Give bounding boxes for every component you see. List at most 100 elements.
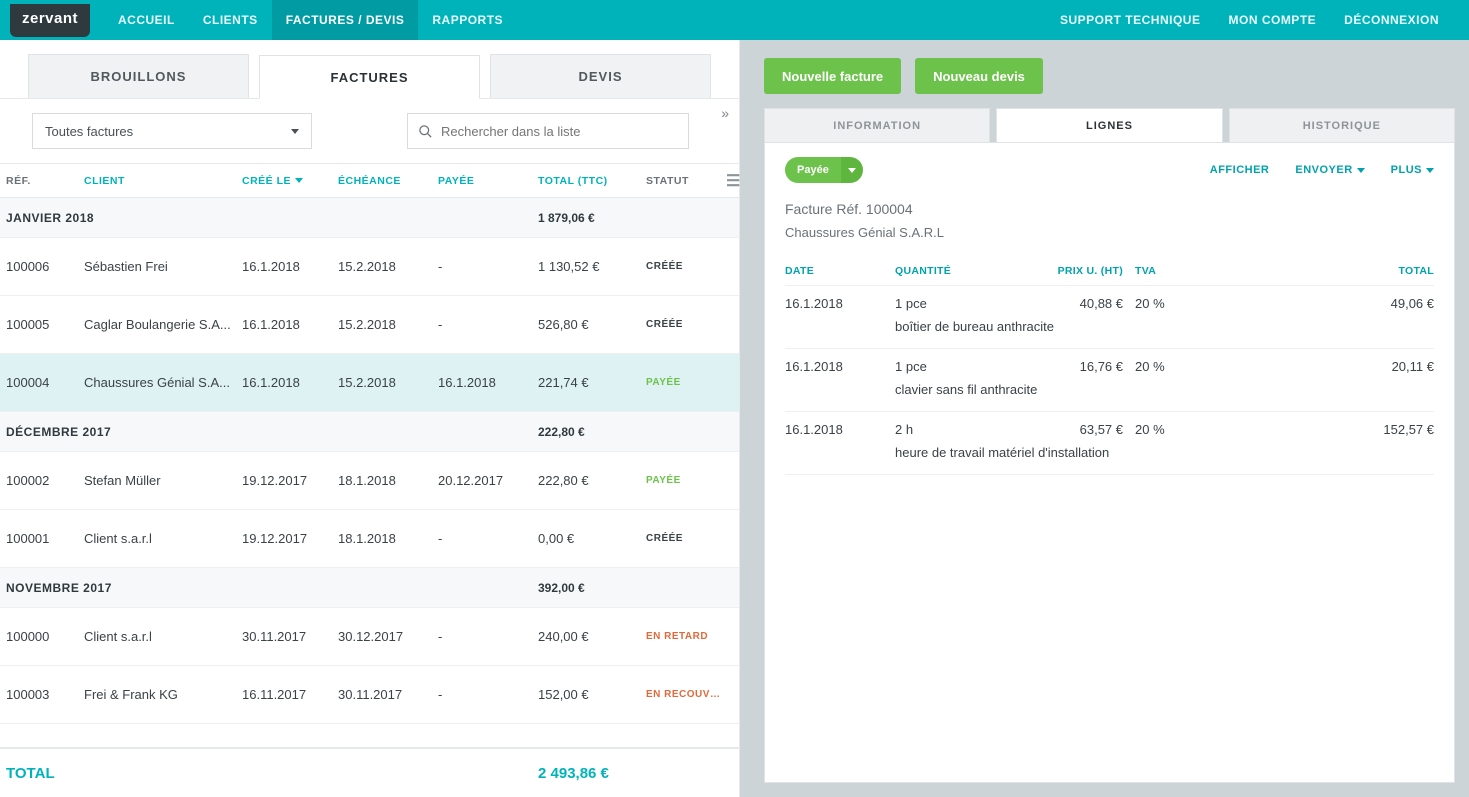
cell-created: 16.1.2018: [242, 259, 338, 274]
cell-ref: 100000: [6, 629, 84, 644]
col-statut[interactable]: STATUT: [646, 175, 726, 187]
plus-action[interactable]: PLUS: [1391, 164, 1434, 176]
line-body: 16.1.20181 pce40,88 €20 %49,06 €boîtier …: [785, 286, 1434, 475]
cell-ref: 100004: [6, 375, 84, 390]
invoice-row[interactable]: 100003Frei & Frank KG16.11.201730.11.201…: [0, 666, 739, 724]
status-badge-dropdown[interactable]: [841, 157, 863, 183]
cell-client: Client s.a.r.l: [84, 629, 242, 644]
footer-total-value: 2 493,86 €: [538, 765, 646, 782]
cell-ref: 100002: [6, 473, 84, 488]
filter-select[interactable]: Toutes factures: [32, 113, 312, 149]
nav-mon-compte[interactable]: MON COMPTE: [1214, 0, 1330, 40]
brand-logo: zervant: [10, 4, 90, 37]
cell-total: 1 130,52 €: [538, 259, 646, 274]
filter-bar: Toutes factures »: [0, 99, 739, 164]
chevron-down-icon: [291, 129, 299, 134]
nav-accueil[interactable]: ACCUEIL: [104, 0, 189, 40]
group-row: DÉCEMBRE 2017222,80 €: [0, 412, 739, 452]
cell-due: 30.12.2017: [338, 629, 438, 644]
cell-paid: -: [438, 629, 538, 644]
line-date: 16.1.2018: [785, 422, 895, 437]
nav-support[interactable]: SUPPORT TECHNIQUE: [1046, 0, 1215, 40]
line-row: 16.1.20181 pce40,88 €20 %49,06 €boîtier …: [785, 286, 1434, 349]
cell-ref: 100003: [6, 687, 84, 702]
cell-ref: 100006: [6, 259, 84, 274]
line-col-prix: PRIX U. (HT): [1015, 265, 1135, 277]
envoyer-action[interactable]: ENVOYER: [1295, 164, 1364, 176]
invoice-row[interactable]: 100006Sébastien Frei16.1.201815.2.2018-1…: [0, 238, 739, 296]
tab-factures[interactable]: FACTURES: [259, 55, 480, 99]
action-buttons: Nouvelle facture Nouveau devis: [764, 58, 1455, 94]
col-ref[interactable]: RÉF.: [6, 175, 84, 187]
nouveau-devis-button[interactable]: Nouveau devis: [915, 58, 1043, 94]
line-unit: 16,76 €: [1015, 359, 1135, 374]
invoice-row[interactable]: 100004Chaussures Génial S.A...16.1.20181…: [0, 354, 739, 412]
cell-total: 240,00 €: [538, 629, 646, 644]
nav-factures-devis[interactable]: FACTURES / DEVIS: [272, 0, 419, 40]
cell-paid: 16.1.2018: [438, 375, 538, 390]
group-label: NOVEMBRE 2017: [6, 581, 438, 595]
cell-paid: 20.12.2017: [438, 473, 538, 488]
cell-paid: -: [438, 259, 538, 274]
line-col-tva: TVA: [1135, 265, 1215, 277]
invoice-row[interactable]: 100005Caglar Boulangerie S.A...16.1.2018…: [0, 296, 739, 354]
detail-tab-lignes[interactable]: LIGNES: [996, 108, 1222, 142]
tab-devis[interactable]: DEVIS: [490, 54, 711, 98]
nav-clients[interactable]: CLIENTS: [189, 0, 272, 40]
cell-status: CRÉÉE: [646, 533, 726, 544]
col-client[interactable]: CLIENT: [84, 175, 242, 187]
cell-status: EN RECOUVRE...: [646, 689, 726, 700]
invoice-row[interactable]: 100002Stefan Müller19.12.201718.1.201820…: [0, 452, 739, 510]
status-badge-payee: Payée: [785, 157, 863, 183]
line-desc: clavier sans fil anthracite: [895, 382, 1434, 397]
group-label: JANVIER 2018: [6, 211, 438, 225]
col-echeance[interactable]: ÉCHÉANCE: [338, 175, 438, 187]
search-box[interactable]: [407, 113, 689, 149]
line-col-total: TOTAL: [1215, 265, 1434, 277]
line-qty: 1 pce: [895, 296, 1015, 311]
afficher-action[interactable]: AFFICHER: [1210, 164, 1270, 176]
cell-status: CRÉÉE: [646, 319, 726, 330]
line-date: 16.1.2018: [785, 296, 895, 311]
invoice-title: Facture Réf. 100004: [785, 201, 1434, 217]
cell-client: Stefan Müller: [84, 473, 242, 488]
line-tva: 20 %: [1135, 296, 1215, 311]
cell-created: 30.11.2017: [242, 629, 338, 644]
line-desc: heure de travail matériel d'installation: [895, 445, 1434, 460]
detail-tab-information[interactable]: INFORMATION: [764, 108, 990, 142]
cell-due: 18.1.2018: [338, 531, 438, 546]
invoice-row[interactable]: 100001Client s.a.r.l19.12.201718.1.2018-…: [0, 510, 739, 568]
cell-status: PAYÉE: [646, 377, 726, 388]
cell-total: 526,80 €: [538, 317, 646, 332]
cell-due: 18.1.2018: [338, 473, 438, 488]
col-total-ttc[interactable]: TOTAL (TTC): [538, 175, 646, 187]
search-icon: [418, 124, 433, 139]
line-total: 49,06 €: [1215, 296, 1434, 311]
chevron-down-icon: [848, 168, 856, 173]
nouvelle-facture-button[interactable]: Nouvelle facture: [764, 58, 901, 94]
cell-ref: 100001: [6, 531, 84, 546]
cell-due: 30.11.2017: [338, 687, 438, 702]
cell-status: EN RETARD: [646, 631, 726, 642]
group-row: NOVEMBRE 2017 392,00 €: [0, 568, 739, 608]
tab-brouillons[interactable]: BROUILLONS: [28, 54, 249, 98]
col-payee[interactable]: PAYÉE: [438, 175, 538, 187]
search-input[interactable]: [441, 124, 678, 139]
nav-deconnexion[interactable]: DÉCONNEXION: [1330, 0, 1453, 40]
cell-status: CRÉÉE: [646, 261, 726, 272]
cell-total: 221,74 €: [538, 375, 646, 390]
cell-paid: -: [438, 687, 538, 702]
collapse-panel-icon[interactable]: »: [721, 105, 729, 121]
cell-paid: -: [438, 531, 538, 546]
group-subtotal: 392,00 €: [538, 581, 646, 595]
group-row: JANVIER 2018 1 879,06 €: [0, 198, 739, 238]
invoice-row[interactable]: 100000Client s.a.r.l30.11.201730.12.2017…: [0, 608, 739, 666]
nav-rapports[interactable]: RAPPORTS: [418, 0, 517, 40]
line-head: DATE QUANTITÉ PRIX U. (HT) TVA TOTAL: [785, 256, 1434, 286]
tabs-row: BROUILLONS FACTURES DEVIS: [0, 40, 739, 99]
group-subtotal: 1 879,06 €: [538, 211, 646, 225]
col-cree-le[interactable]: CRÉÉ LE: [242, 175, 338, 187]
main-split: BROUILLONS FACTURES DEVIS Toutes facture…: [0, 40, 1469, 797]
status-badge-label: Payée: [785, 157, 841, 183]
detail-tab-historique[interactable]: HISTORIQUE: [1229, 108, 1455, 142]
